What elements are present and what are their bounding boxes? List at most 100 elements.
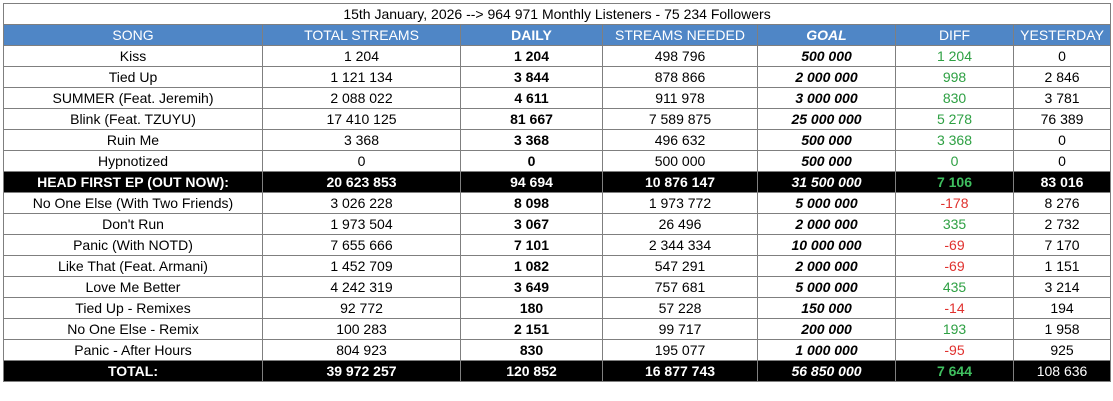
- song-cell: Panic - After Hours: [3, 339, 263, 361]
- song-cell: Panic (With NOTD): [3, 234, 263, 256]
- total-streams-cell: 92 772: [262, 297, 461, 319]
- diff-cell: -69: [895, 234, 1014, 256]
- song-cell: Ruin Me: [3, 129, 263, 151]
- daily-cell: 3 844: [460, 66, 603, 88]
- daily-cell: 830: [460, 339, 603, 361]
- header-goal: GOAL: [757, 24, 896, 46]
- goal-cell: 2 000 000: [757, 213, 896, 235]
- yesterday-cell: 7 170: [1012, 234, 1112, 256]
- goal-cell: 25 000 000: [757, 108, 896, 130]
- streams-needed-cell: 496 632: [602, 129, 758, 151]
- goal-cell: 3 000 000: [757, 87, 896, 109]
- song-cell: Blink (Feat. TZUYU): [3, 108, 263, 130]
- table-row: Panic (With NOTD) 7 655 666 7 101 2 344 334…: [3, 234, 1112, 256]
- yesterday-cell: 83 016: [1012, 171, 1112, 193]
- table-row: Tied Up - Remixes 92 772 180 57 228 150 000-…: [3, 297, 1112, 319]
- song-cell: Tied Up - Remixes: [3, 297, 263, 319]
- daily-cell: 4 611: [460, 87, 603, 109]
- goal-cell: 1 000 000: [757, 339, 896, 361]
- streams-needed-cell: 911 978: [602, 87, 758, 109]
- total-streams-cell: 0: [262, 150, 461, 172]
- diff-cell: -69: [895, 255, 1014, 277]
- daily-cell: 2 151: [460, 318, 603, 340]
- goal-cell: 2 000 000: [757, 255, 896, 277]
- goal-cell: 500 000: [757, 45, 896, 67]
- diff-cell: -14: [895, 297, 1014, 319]
- total-row: TOTAL: 39 972 257 120 852 16 877 743 56 850 …: [3, 360, 1112, 382]
- ep-summary-row: HEAD FIRST EP (OUT NOW): 20 623 853 94 694…: [3, 171, 1112, 193]
- goal-cell: 5 000 000: [757, 276, 896, 298]
- goal-cell: 31 500 000: [757, 171, 896, 193]
- header-diff: DIFF: [895, 24, 1014, 46]
- streams-needed-cell: 498 796: [602, 45, 758, 67]
- song-cell: Tied Up: [3, 66, 263, 88]
- yesterday-cell: 2 732: [1012, 213, 1112, 235]
- daily-cell: 3 368: [460, 129, 603, 151]
- total-streams-cell: 1 204: [262, 45, 461, 67]
- streams-needed-cell: 26 496: [602, 213, 758, 235]
- total-streams-cell: 7 655 666: [262, 234, 461, 256]
- yesterday-cell: 194: [1012, 297, 1112, 319]
- total-streams-cell: 4 242 319: [262, 276, 461, 298]
- goal-cell: 10 000 000: [757, 234, 896, 256]
- streams-needed-cell: 547 291: [602, 255, 758, 277]
- yesterday-cell: 925: [1012, 339, 1112, 361]
- song-cell: No One Else - Remix: [3, 318, 263, 340]
- header-row: SONG TOTAL STREAMS DAILY STREAMS NEEDED …: [3, 24, 1112, 46]
- streams-needed-cell: 7 589 875: [602, 108, 758, 130]
- streams-needed-cell: 757 681: [602, 276, 758, 298]
- table-row: Kiss 1 204 1 204 498 796 500 000 1 204 0: [3, 45, 1112, 67]
- header-yesterday: YESTERDAY: [1012, 24, 1112, 46]
- goal-cell: 200 000: [757, 318, 896, 340]
- diff-cell: 7 106: [895, 171, 1014, 193]
- song-cell: Don't Run: [3, 213, 263, 235]
- diff-cell: -95: [895, 339, 1014, 361]
- song-cell: Like That (Feat. Armani): [3, 255, 263, 277]
- yesterday-cell: 0: [1012, 45, 1112, 67]
- song-cell: Kiss: [3, 45, 263, 67]
- streams-needed-cell: 57 228: [602, 297, 758, 319]
- diff-cell: 0: [895, 150, 1014, 172]
- daily-cell: 81 667: [460, 108, 603, 130]
- goal-cell: 500 000: [757, 129, 896, 151]
- total-streams-cell: 1 121 134: [262, 66, 461, 88]
- daily-cell: 94 694: [460, 171, 603, 193]
- streams-needed-cell: 99 717: [602, 318, 758, 340]
- sheet-title: 15th January, 2026 --> 964 971 Monthly L…: [2, 3, 1112, 25]
- header-streams-needed: STREAMS NEEDED: [602, 24, 758, 46]
- song-cell: HEAD FIRST EP (OUT NOW):: [3, 171, 263, 193]
- yesterday-cell: 1 151: [1012, 255, 1112, 277]
- daily-cell: 3 067: [460, 213, 603, 235]
- song-cell: SUMMER (Feat. Jeremih): [3, 87, 263, 109]
- daily-cell: 1 082: [460, 255, 603, 277]
- yesterday-cell: 0: [1012, 150, 1112, 172]
- total-streams-cell: 3 026 228: [262, 192, 461, 214]
- diff-cell: 335: [895, 213, 1014, 235]
- daily-cell: 7 101: [460, 234, 603, 256]
- diff-cell: 193: [895, 318, 1014, 340]
- diff-cell: 998: [895, 66, 1014, 88]
- streams-needed-cell: 1 973 772: [602, 192, 758, 214]
- diff-cell: 3 368: [895, 129, 1014, 151]
- header-daily: DAILY: [460, 24, 603, 46]
- streams-needed-cell: 10 876 147: [602, 171, 758, 193]
- total-streams-cell: 20 623 853: [262, 171, 461, 193]
- table-row: Panic - After Hours 804 923 830 195 077 1 00…: [3, 339, 1112, 361]
- song-cell: Hypnotized: [3, 150, 263, 172]
- goal-cell: 2 000 000: [757, 66, 896, 88]
- goal-cell: 5 000 000: [757, 192, 896, 214]
- table-row: Like That (Feat. Armani) 1 452 709 1 082 54…: [3, 255, 1112, 277]
- streams-needed-cell: 878 866: [602, 66, 758, 88]
- streams-table: 15th January, 2026 --> 964 971 Monthly L…: [2, 3, 1112, 382]
- total-streams-cell: 17 410 125: [262, 108, 461, 130]
- streams-needed-cell: 500 000: [602, 150, 758, 172]
- total-streams-cell: 3 368: [262, 129, 461, 151]
- daily-cell: 120 852: [460, 360, 603, 382]
- yesterday-cell: 76 389: [1012, 108, 1112, 130]
- song-cell: TOTAL:: [3, 360, 263, 382]
- diff-cell: 7 644: [895, 360, 1014, 382]
- diff-cell: 830: [895, 87, 1014, 109]
- table-row: Hypnotized 0 0 500 000 500 000 0 0: [3, 150, 1112, 172]
- yesterday-cell: 3 781: [1012, 87, 1112, 109]
- table-row: Love Me Better 4 242 319 3 649 757 681 5 000…: [3, 276, 1112, 298]
